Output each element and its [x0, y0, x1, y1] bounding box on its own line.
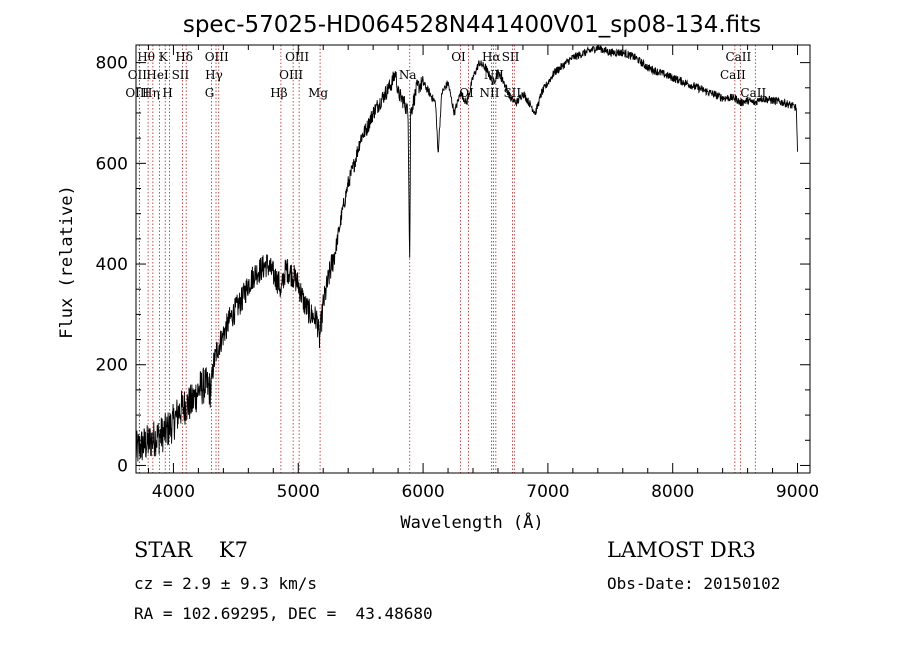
survey-name: LAMOST DR3 — [607, 538, 756, 562]
spectral-line-label: CaII — [740, 86, 766, 100]
chart-title: spec-57025-HD064528N441400V01_sp08-134.f… — [183, 12, 761, 38]
y-tick-label: 200 — [96, 356, 128, 376]
plot-frame — [135, 44, 811, 474]
y-axis: 0 200 400 600 800 — [96, 54, 810, 476]
spectral-line-label: OIII — [279, 68, 303, 82]
spectral-line-label: K — [159, 50, 169, 64]
spectral-line-label: OIII — [285, 50, 309, 64]
spectrum-line — [135, 44, 798, 462]
x-axis: 4000 5000 6000 7000 8000 9000 — [147, 45, 819, 502]
x-tick-label: 8000 — [651, 482, 694, 502]
y-tick-label: 800 — [96, 54, 128, 74]
spectral-line-label: OIII — [205, 50, 229, 64]
spectral-line-label: Hη — [142, 86, 160, 100]
spectral-line-label: NII — [479, 86, 499, 100]
spectral-line-label: Hθ — [137, 50, 155, 64]
x-tick-label: 5000 — [277, 482, 320, 502]
spectral-line-label: CaII — [720, 68, 746, 82]
y-tick-label: 0 — [117, 456, 128, 476]
x-tick-label: 9000 — [776, 482, 819, 502]
object-class: STAR K7 — [134, 538, 248, 562]
spectral-line-label: CaII — [725, 50, 751, 64]
spectral-line-label: G — [205, 86, 215, 100]
spectral-line-label: Hγ — [205, 68, 223, 82]
x-axis-label: Wavelength (Å) — [400, 511, 543, 533]
spectral-line-label: OII — [128, 68, 148, 82]
x-tick-label: 7000 — [526, 482, 569, 502]
spectral-line-label: SII — [172, 68, 190, 82]
y-tick-label: 600 — [96, 154, 128, 174]
x-tick-label: 6000 — [401, 482, 444, 502]
spectral-line-label: OI — [451, 50, 466, 64]
spectral-line-label: Mg — [308, 86, 328, 100]
spectral-line-label: H — [162, 86, 172, 100]
spectral-line-label: Hβ — [270, 86, 287, 100]
spectral-line-label: OIII — [125, 86, 149, 100]
spectrum-series — [135, 44, 798, 462]
spectral-line-label: Hδ — [175, 50, 193, 64]
redshift-velocity: cz = 2.9 ± 9.3 km/s — [134, 574, 318, 593]
y-tick-label: 400 — [96, 255, 128, 275]
x-tick-label: 4000 — [152, 482, 195, 502]
spectral-line-label: SII — [503, 86, 521, 100]
spectral-line-label: HeI — [146, 68, 169, 82]
spectral-line-label: Na — [399, 68, 417, 82]
y-axis-label: Flux (relative) — [57, 185, 77, 339]
observation-date: Obs-Date: 20150102 — [607, 574, 781, 593]
spectral-line-label: SII — [502, 50, 520, 64]
coordinates: RA = 102.69295, DEC = 43.48680 — [134, 604, 433, 623]
